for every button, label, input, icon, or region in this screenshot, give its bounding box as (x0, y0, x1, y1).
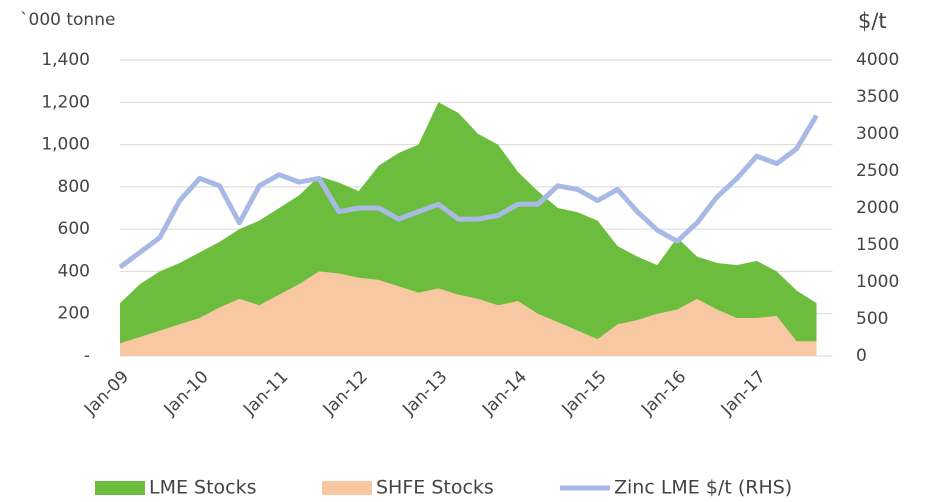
y-tick-label: 200 (58, 304, 90, 324)
legend-swatch (322, 481, 372, 495)
y2-tick-label: 500 (856, 309, 888, 329)
y-axis-label: `000 tonne (20, 10, 115, 30)
x-tick-label: Jan-09 (80, 367, 133, 420)
x-tick-label: Jan-14 (478, 367, 531, 420)
x-tick-label: Jan-17 (717, 367, 770, 420)
area (120, 271, 817, 356)
y-tick-label: - (84, 346, 90, 366)
x-tick-label: Jan-15 (558, 367, 611, 420)
legend-swatch (95, 481, 145, 495)
x-tick-label: Jan-13 (398, 367, 451, 420)
y-tick-label: 1,200 (41, 92, 90, 112)
legend-label: SHFE Stocks (376, 477, 494, 499)
x-tick-label: Jan-11 (239, 367, 292, 420)
y-tick-label: 400 (58, 261, 90, 281)
x-tick-label: Jan-10 (160, 367, 213, 420)
y2-tick-label: 1500 (856, 235, 899, 255)
y2-axis-label: $/t (858, 9, 887, 33)
legend-label: LME Stocks (149, 477, 257, 499)
y2-tick-label: 2000 (856, 198, 899, 218)
line (118, 114, 819, 270)
x-tick-label: Jan-16 (637, 367, 690, 420)
y-tick-label: 1,000 (41, 135, 90, 155)
legend-label: Zinc LME $/t (RHS) (614, 477, 792, 499)
y2-tick-label: 2500 (856, 161, 899, 181)
y2-tick-label: 3000 (856, 124, 899, 144)
y2-tick-label: 1000 (856, 272, 899, 292)
x-tick-label: Jan-12 (319, 367, 372, 420)
y2-tick-label: 3500 (856, 87, 899, 107)
y2-tick-label: 0 (856, 346, 867, 366)
y2-tick-label: 4000 (856, 50, 899, 70)
y-tick-label: 1,400 (41, 50, 90, 70)
y-tick-label: 800 (58, 177, 90, 197)
y-tick-label: 600 (58, 219, 90, 239)
